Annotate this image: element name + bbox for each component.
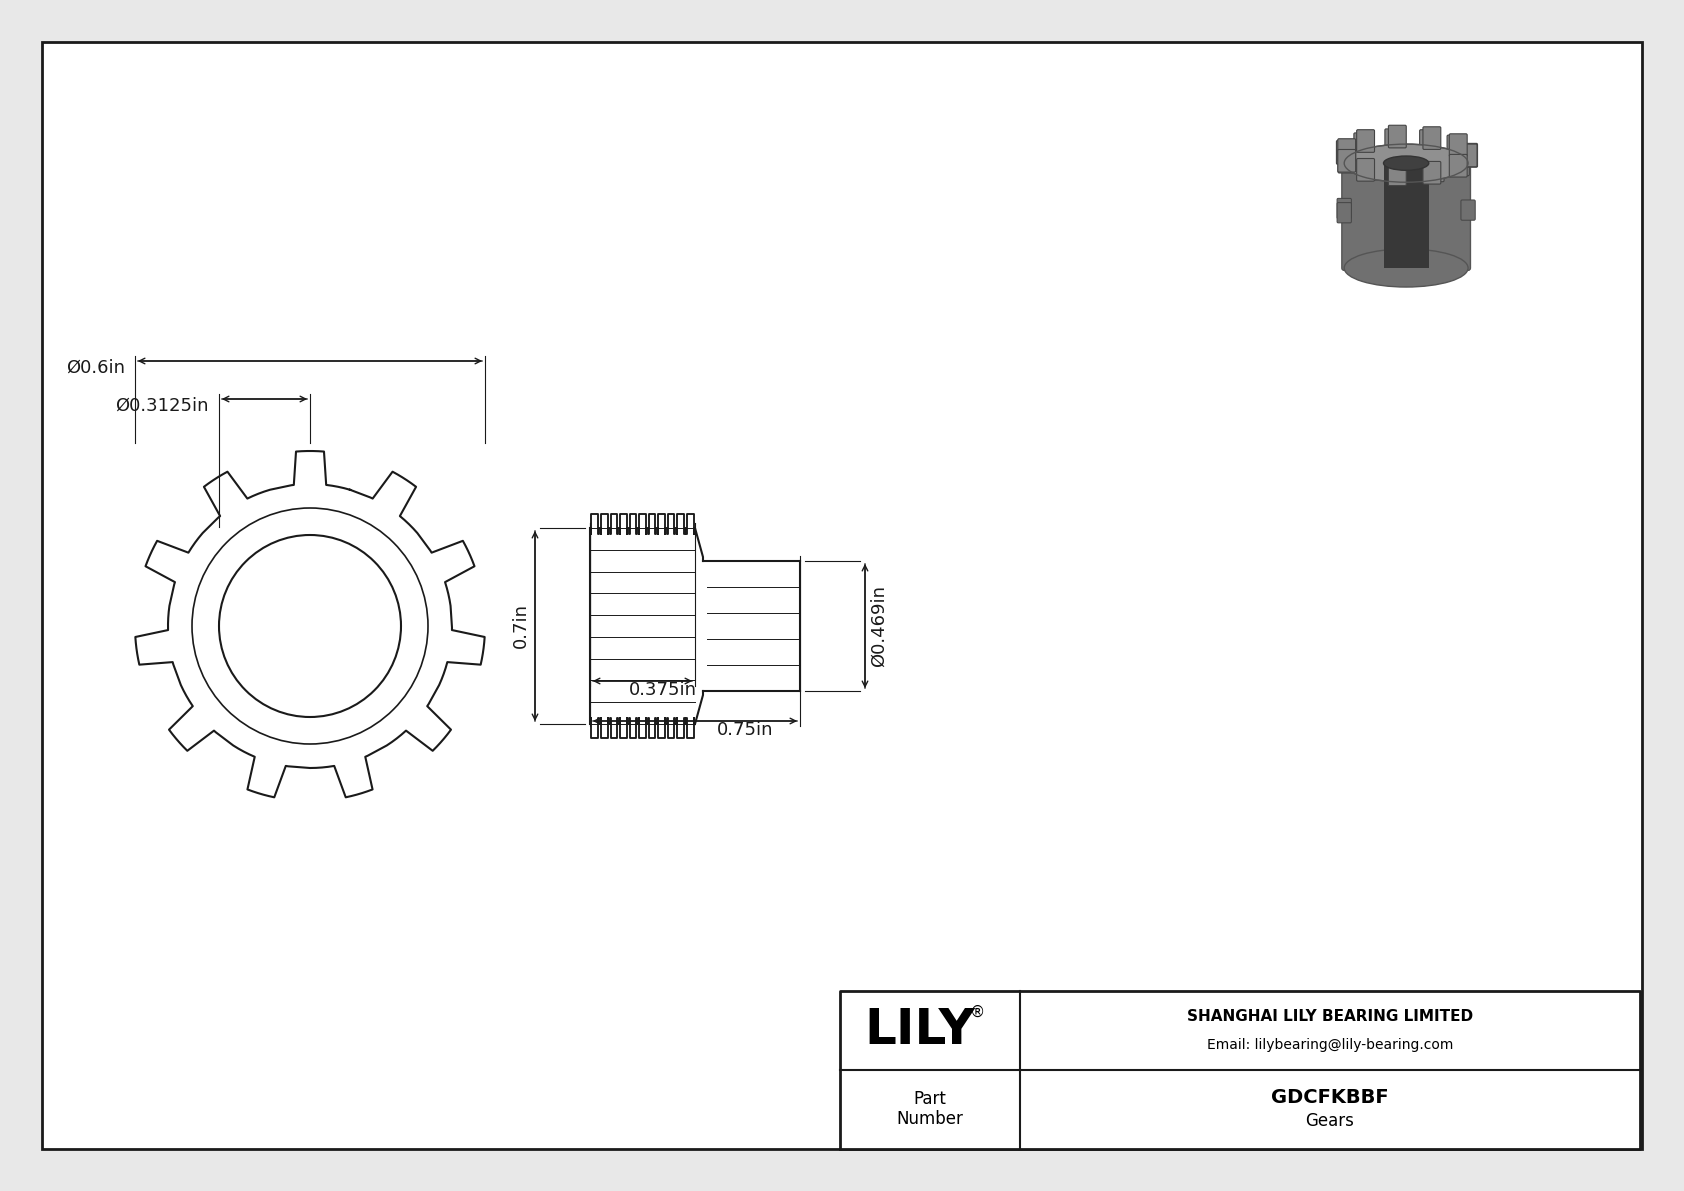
FancyBboxPatch shape [1425,158,1445,182]
FancyBboxPatch shape [1357,158,1374,181]
Text: GDCFKBBF: GDCFKBBF [1271,1089,1389,1106]
FancyBboxPatch shape [1388,163,1406,186]
Text: 0.7in: 0.7in [512,604,530,649]
FancyBboxPatch shape [1462,200,1475,220]
Text: Number: Number [896,1110,963,1129]
FancyBboxPatch shape [1337,199,1351,219]
Text: 0.375in: 0.375in [628,681,697,699]
FancyBboxPatch shape [1337,150,1356,173]
Text: Email: lilybearing@lily-bearing.com: Email: lilybearing@lily-bearing.com [1207,1037,1453,1052]
FancyBboxPatch shape [1450,151,1470,176]
FancyBboxPatch shape [1450,155,1467,177]
FancyBboxPatch shape [1391,160,1410,183]
FancyBboxPatch shape [1384,129,1404,152]
Text: ®: ® [970,1005,985,1019]
FancyBboxPatch shape [1337,141,1356,164]
Ellipse shape [1344,144,1468,182]
Ellipse shape [1384,156,1428,170]
FancyBboxPatch shape [1447,135,1467,158]
Ellipse shape [1344,249,1468,287]
FancyBboxPatch shape [1423,162,1442,185]
Text: 0.75in: 0.75in [717,721,773,738]
Text: SHANGHAI LILY BEARING LIMITED: SHANGHAI LILY BEARING LIMITED [1187,1009,1474,1024]
FancyBboxPatch shape [1458,143,1477,167]
FancyBboxPatch shape [1354,133,1372,157]
Text: Ø0.6in: Ø0.6in [66,358,125,378]
FancyBboxPatch shape [1342,164,1470,270]
FancyBboxPatch shape [1337,202,1351,223]
FancyBboxPatch shape [1357,130,1374,152]
FancyBboxPatch shape [1420,130,1438,154]
FancyBboxPatch shape [1450,133,1467,156]
FancyBboxPatch shape [1423,126,1442,149]
Text: Part: Part [913,1091,946,1109]
FancyBboxPatch shape [1339,149,1357,173]
FancyBboxPatch shape [1388,125,1406,148]
Text: Gears: Gears [1305,1112,1354,1130]
FancyBboxPatch shape [1359,156,1378,180]
Text: Ø0.469in: Ø0.469in [871,585,887,667]
FancyBboxPatch shape [1458,144,1477,167]
FancyBboxPatch shape [1337,138,1356,161]
Text: LILY: LILY [864,1006,975,1054]
Bar [1384,161,1428,268]
Bar [840,991,1640,1149]
Text: Ø0.3125in: Ø0.3125in [116,397,209,414]
